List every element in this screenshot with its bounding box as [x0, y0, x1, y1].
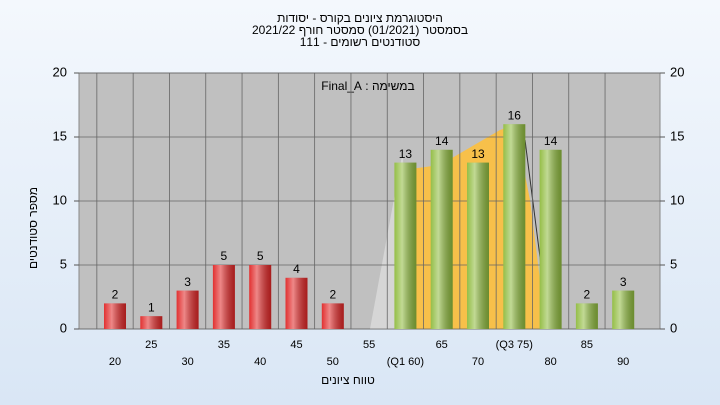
- x-tick-label: 25: [145, 339, 157, 351]
- value-label: 1: [148, 300, 155, 314]
- value-label: 13: [399, 147, 413, 161]
- x-tick-label: 20: [109, 356, 121, 368]
- bar-shine: [140, 316, 163, 329]
- bar-shine: [503, 124, 526, 329]
- y2-tick-label: 20: [670, 64, 684, 79]
- bar-shine: [394, 162, 417, 329]
- x-tick-label: 45: [290, 339, 302, 351]
- x-tick-label: 85: [581, 339, 593, 351]
- value-label: 2: [112, 288, 119, 302]
- bar-shine: [212, 265, 235, 329]
- bar-shine: [321, 303, 344, 329]
- y-tick-label: 5: [60, 256, 67, 271]
- bar-shine: [285, 277, 308, 329]
- bar-shine: [575, 303, 598, 329]
- bar-shine: [467, 162, 489, 329]
- bar-shine: [249, 265, 272, 329]
- x-tick-label: 55: [363, 339, 375, 351]
- x-tick-label: 35: [218, 339, 230, 351]
- bar-shine: [539, 149, 562, 329]
- y-tick-label: 10: [53, 192, 67, 207]
- chart-subtitle: בסמסטר (01/2021) סמסטר חורף 2021/22: [252, 23, 468, 37]
- value-label: 14: [544, 134, 558, 148]
- value-label: 3: [184, 275, 191, 289]
- shape-decor: [524, 139, 542, 266]
- chart-subtitle: סטודנטים רשומים - 111: [300, 35, 421, 49]
- y2-tick-label: 5: [670, 256, 677, 271]
- x-tick-label: 90: [617, 356, 629, 368]
- annotation: במשימה : Final_A: [321, 79, 414, 93]
- x-tick-label: 40: [254, 356, 266, 368]
- y-tick-label: 15: [53, 128, 67, 143]
- value-label: 2: [329, 288, 336, 302]
- value-label: 3: [620, 275, 627, 289]
- y2-tick-label: 10: [670, 192, 684, 207]
- value-label: 4: [293, 262, 300, 276]
- y-tick-label: 20: [53, 64, 67, 79]
- y2-tick-label: 0: [670, 320, 677, 335]
- value-label: 13: [471, 147, 485, 161]
- y2-tick-label: 15: [670, 128, 684, 143]
- x-tick-label: 65: [436, 339, 448, 351]
- bar-shine: [612, 290, 635, 329]
- y-tick-label: 0: [60, 320, 67, 335]
- x-tick-label: 80: [544, 356, 556, 368]
- bar-shine: [430, 149, 453, 329]
- x-tick-label: (Q1 60): [387, 356, 424, 368]
- value-label: 2: [584, 288, 591, 302]
- x-tick-label: 50: [327, 356, 339, 368]
- bar-shine: [104, 303, 126, 329]
- value-label: 5: [221, 249, 228, 263]
- x-tick-label: 30: [181, 356, 193, 368]
- x-tick-label: 70: [472, 356, 484, 368]
- x-axis-label: טווח ציונים: [321, 373, 375, 387]
- value-label: 5: [257, 249, 264, 263]
- bar-shine: [176, 290, 199, 329]
- value-label: 16: [508, 108, 522, 122]
- x-tick-label: (Q3 75): [496, 339, 533, 351]
- chart-title: היסטוגרמת ציונים בקורס - יסודות: [277, 11, 443, 25]
- value-label: 14: [435, 134, 449, 148]
- y-axis-label: מספר סטודנטים: [26, 187, 40, 269]
